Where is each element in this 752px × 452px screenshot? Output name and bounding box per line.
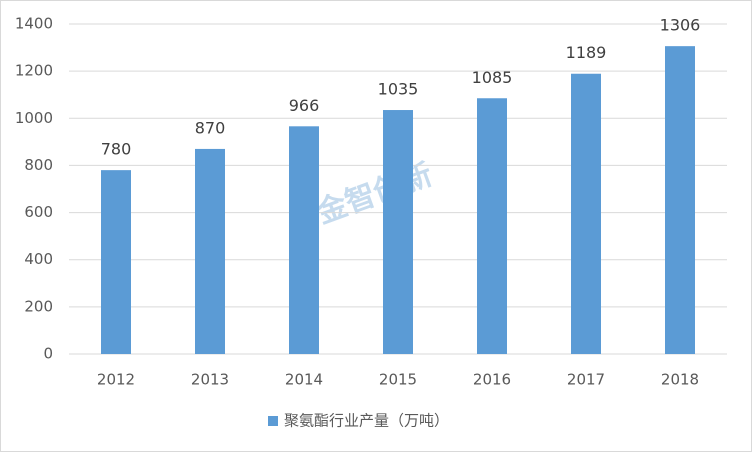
legend-label: 聚氨酯行业产量（万吨）: [284, 412, 449, 430]
bar: [195, 148, 225, 354]
y-tick-label: 600: [24, 203, 53, 221]
data-label: 1189: [566, 43, 607, 62]
data-label: 1035: [378, 80, 419, 99]
y-tick-label: 800: [24, 156, 53, 174]
x-tick-label: 2016: [473, 371, 511, 389]
y-tick-label: 1000: [15, 109, 53, 127]
y-tick-label: 400: [24, 250, 53, 268]
x-tick-label: 2014: [285, 371, 323, 389]
data-label: 1085: [472, 68, 513, 87]
x-tick-label: 2015: [379, 371, 417, 389]
bar: [665, 46, 695, 355]
bar: [383, 110, 413, 355]
y-tick-label: 0: [43, 345, 53, 363]
data-label: 780: [101, 140, 132, 159]
y-tick-label: 200: [24, 297, 53, 315]
x-tick-label: 2012: [97, 371, 135, 389]
data-label: 966: [289, 96, 320, 115]
y-tick-label: 1400: [15, 15, 53, 33]
x-tick-label: 2013: [191, 371, 229, 389]
bar: [571, 73, 601, 354]
legend-swatch: [268, 416, 278, 426]
bar: [289, 126, 319, 354]
y-tick-label: 1200: [15, 62, 53, 80]
x-tick-label: 2017: [567, 371, 605, 389]
x-tick-label: 2018: [661, 371, 699, 389]
bar: [477, 98, 507, 354]
bar: [101, 170, 131, 354]
data-label: 1306: [660, 16, 701, 35]
data-label: 870: [195, 118, 226, 137]
